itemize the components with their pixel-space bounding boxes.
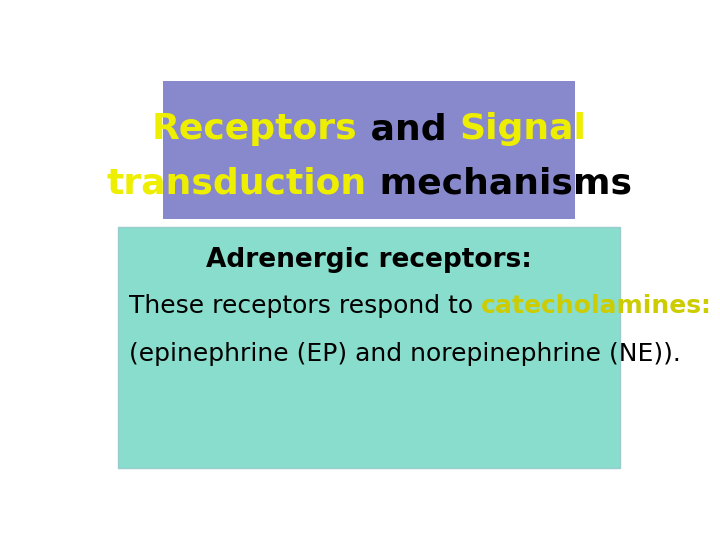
FancyBboxPatch shape <box>163 82 575 219</box>
Text: Signal: Signal <box>459 112 586 146</box>
Text: mechanisms: mechanisms <box>366 166 631 200</box>
Text: (epinephrine (EP) and norepinephrine (NE)).: (epinephrine (EP) and norepinephrine (NE… <box>129 342 681 366</box>
Text: and: and <box>358 112 459 146</box>
Text: These receptors respond to: These receptors respond to <box>129 294 481 318</box>
FancyBboxPatch shape <box>118 227 620 468</box>
Text: transduction: transduction <box>107 166 366 200</box>
Text: Receptors: Receptors <box>152 112 358 146</box>
Text: Adrenergic receptors:: Adrenergic receptors: <box>206 247 532 273</box>
Text: catecholamines:: catecholamines: <box>481 294 712 318</box>
